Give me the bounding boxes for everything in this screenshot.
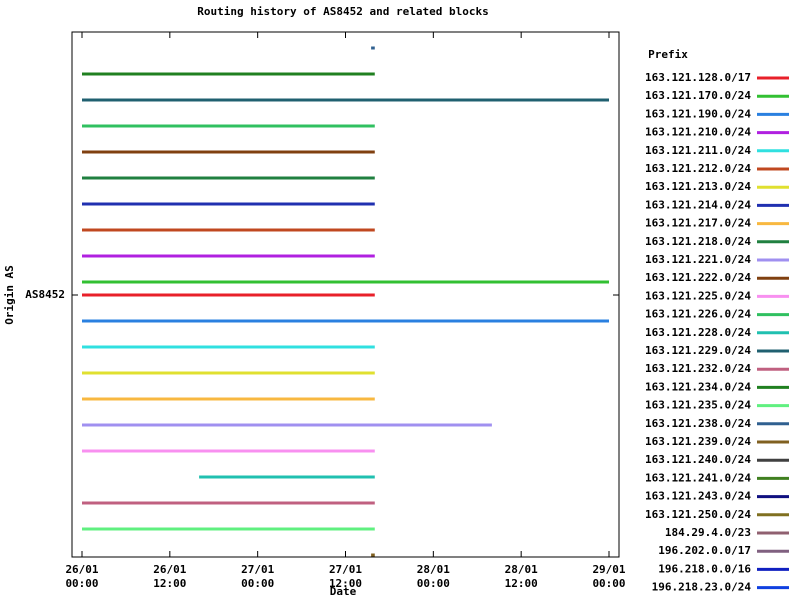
legend-label: 163.121.218.0/24 [645,235,751,248]
legend-label: 163.121.217.0/24 [645,217,751,230]
x-tick-label: 28/01 12:00 [505,563,538,590]
legend-label: 163.121.214.0/24 [645,198,751,211]
legend-label: 196.202.0.0/17 [658,544,751,557]
legend-label: 163.121.232.0/24 [645,362,751,375]
chart-title: Routing history of AS8452 and related bl… [197,5,488,18]
legend-label: 163.121.213.0/24 [645,180,751,193]
legend-title: Prefix [648,48,688,61]
legend-label: 163.121.211.0/24 [645,144,751,157]
legend-label: 163.121.225.0/24 [645,289,751,302]
legend-label: 163.121.240.0/24 [645,453,751,466]
x-tick-label: 27/01 00:00 [241,563,274,590]
y-axis-label: Origin AS [3,265,16,325]
legend-label: 163.121.241.0/24 [645,471,751,484]
legend-label: 163.121.210.0/24 [645,126,751,139]
x-tick-label: 27/01 12:00 [329,563,362,590]
legend-label: 163.121.229.0/24 [645,344,751,357]
x-axis-label: Date [330,585,357,598]
legend-label: 163.121.238.0/24 [645,417,751,430]
legend-label: 163.121.235.0/24 [645,399,751,412]
legend-label: 163.121.243.0/24 [645,490,751,503]
legend-label: 196.218.0.0/16 [658,562,751,575]
legend-label: 184.29.4.0/23 [665,526,751,539]
legend-label: 163.121.234.0/24 [645,380,751,393]
legend-label: 163.121.228.0/24 [645,326,751,339]
x-tick-label: 29/01 00:00 [592,563,625,590]
y-tick-label: AS8452 [25,288,65,301]
x-tick-label: 26/01 12:00 [153,563,186,590]
legend-label: 163.121.212.0/24 [645,162,751,175]
x-tick-label: 26/01 00:00 [65,563,98,590]
legend-label: 163.121.239.0/24 [645,435,751,448]
legend-label: 196.218.23.0/24 [652,581,752,594]
legend-label: 163.121.222.0/24 [645,271,751,284]
legend-label: 163.121.250.0/24 [645,508,751,521]
legend-label: 163.121.221.0/24 [645,253,751,266]
legend-label: 163.121.128.0/17 [645,71,751,84]
legend-label: 163.121.226.0/24 [645,308,751,321]
x-tick-label: 28/01 00:00 [417,563,450,590]
legend-label: 163.121.190.0/24 [645,107,751,120]
legend-label: 163.121.170.0/24 [645,89,751,102]
